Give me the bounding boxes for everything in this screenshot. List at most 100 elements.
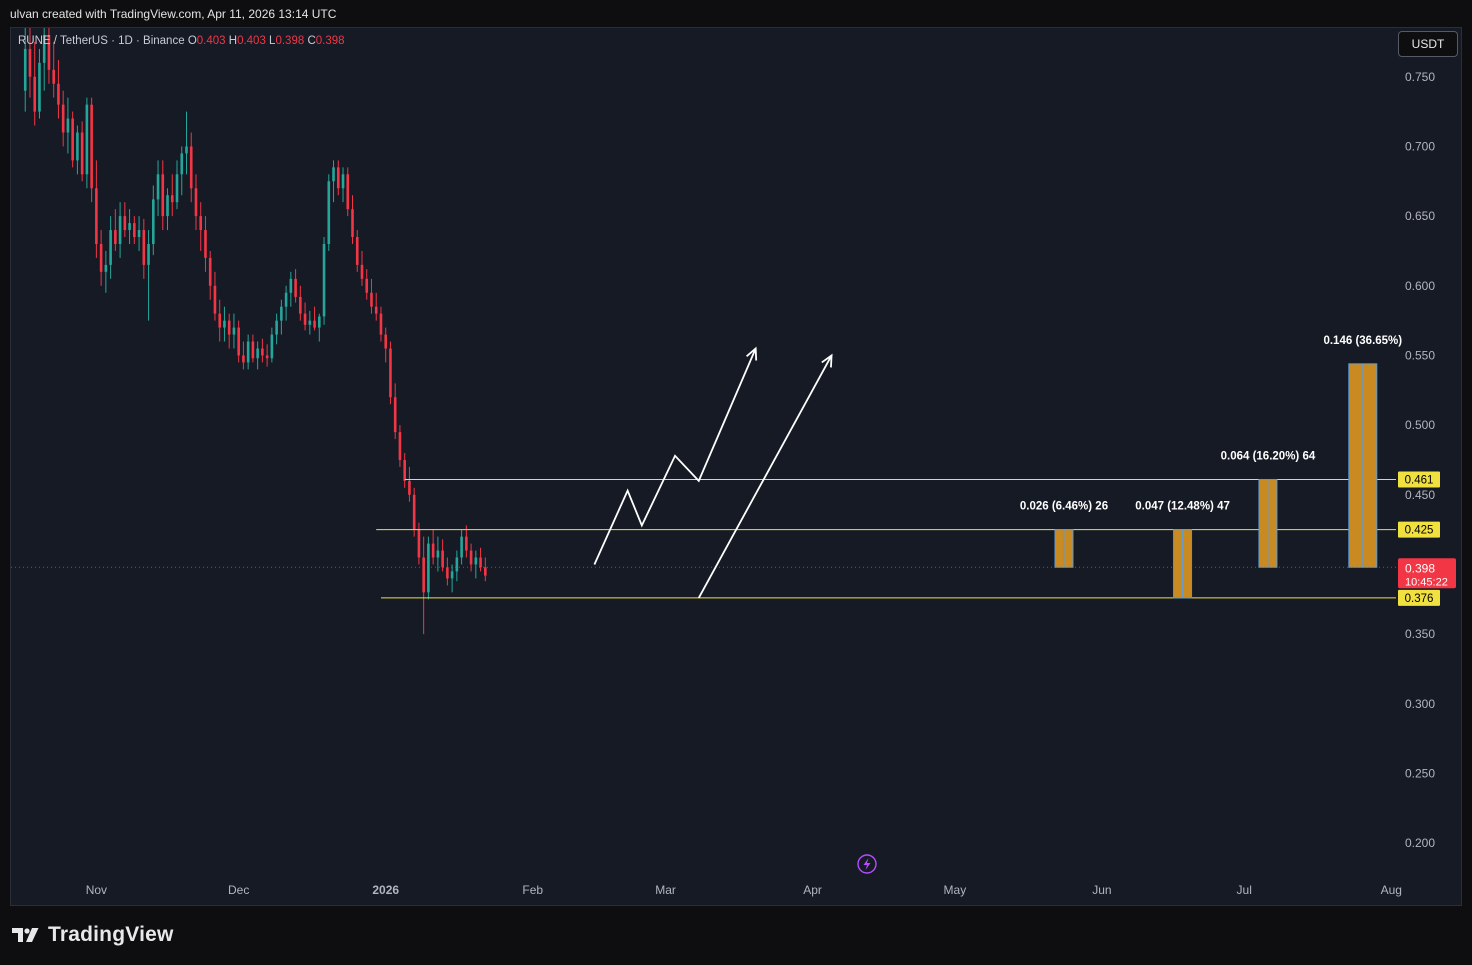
candle-body[interactable] bbox=[23, 48, 27, 91]
candle-body[interactable] bbox=[66, 118, 70, 133]
candle-body[interactable] bbox=[232, 327, 236, 335]
candle-body[interactable] bbox=[346, 174, 350, 210]
candle-body[interactable] bbox=[422, 557, 425, 593]
candle-body[interactable] bbox=[441, 550, 444, 568]
candle-body[interactable] bbox=[161, 174, 165, 217]
candle-body[interactable] bbox=[104, 264, 108, 272]
candle-body[interactable] bbox=[322, 243, 326, 317]
candle-body[interactable] bbox=[189, 146, 193, 189]
candle-body[interactable] bbox=[213, 285, 217, 314]
candle-body[interactable] bbox=[256, 348, 259, 359]
candle-body[interactable] bbox=[351, 209, 354, 238]
candle-body[interactable] bbox=[133, 223, 136, 238]
candle-body[interactable] bbox=[242, 355, 245, 363]
candle-body[interactable] bbox=[318, 316, 321, 328]
candle-body[interactable] bbox=[185, 146, 188, 154]
candle-body[interactable] bbox=[431, 543, 435, 558]
currency-button[interactable]: USDT bbox=[1398, 31, 1458, 57]
candle-body[interactable] bbox=[450, 571, 454, 579]
candle-body[interactable] bbox=[175, 174, 179, 203]
candle-body[interactable] bbox=[204, 230, 207, 258]
candle-body[interactable] bbox=[208, 257, 212, 286]
candle-body[interactable] bbox=[355, 237, 359, 265]
candle-body[interactable] bbox=[95, 188, 98, 244]
candle-body[interactable] bbox=[299, 296, 302, 314]
candle-body[interactable] bbox=[270, 334, 274, 359]
candle-body[interactable] bbox=[218, 313, 222, 328]
candle-body[interactable] bbox=[90, 104, 93, 189]
candle-body[interactable] bbox=[166, 195, 169, 217]
candle-body[interactable] bbox=[389, 348, 392, 398]
candle-body[interactable] bbox=[393, 397, 397, 433]
candle-body[interactable] bbox=[275, 320, 278, 335]
candle-body[interactable] bbox=[261, 348, 264, 356]
candle-body[interactable] bbox=[412, 494, 416, 530]
candle-body[interactable] bbox=[156, 174, 160, 200]
candle-body[interactable] bbox=[142, 230, 146, 265]
candle-body[interactable] bbox=[398, 432, 402, 460]
candle-body[interactable] bbox=[474, 557, 478, 565]
candle-body[interactable] bbox=[469, 550, 473, 565]
candle-body[interactable] bbox=[303, 313, 307, 325]
candle-body[interactable] bbox=[246, 341, 250, 363]
candle-body[interactable] bbox=[76, 132, 79, 161]
candle-body[interactable] bbox=[180, 153, 184, 175]
candle-body[interactable] bbox=[455, 557, 459, 572]
symbol-name[interactable]: RUNE / TetherUS · 1D · Binance bbox=[18, 35, 185, 47]
candle-body[interactable] bbox=[484, 567, 487, 576]
candle-body[interactable] bbox=[365, 278, 369, 293]
candle-body[interactable] bbox=[446, 567, 449, 579]
candle-body[interactable] bbox=[123, 216, 127, 231]
candle-body[interactable] bbox=[280, 306, 283, 321]
candle-body[interactable] bbox=[460, 536, 463, 558]
candle-body[interactable] bbox=[384, 334, 388, 349]
candle-body[interactable] bbox=[408, 480, 411, 495]
candle-body[interactable] bbox=[99, 243, 103, 272]
candle-body[interactable] bbox=[85, 104, 89, 175]
candle-body[interactable] bbox=[57, 83, 60, 105]
candle-body[interactable] bbox=[284, 292, 288, 307]
candle-body[interactable] bbox=[42, 34, 46, 63]
candle-body[interactable] bbox=[128, 223, 131, 231]
candle-body[interactable] bbox=[465, 536, 468, 551]
candle-body[interactable] bbox=[294, 278, 297, 297]
candle-body[interactable] bbox=[374, 306, 378, 314]
candle-body[interactable] bbox=[436, 550, 440, 558]
candle-body[interactable] bbox=[427, 543, 430, 593]
candle-body[interactable] bbox=[237, 327, 240, 356]
candle-body[interactable] bbox=[61, 104, 65, 133]
candle-body[interactable] bbox=[417, 529, 421, 558]
tradingview-brand[interactable]: TradingView bbox=[12, 923, 174, 947]
candle-body[interactable] bbox=[313, 320, 316, 328]
candle-body[interactable] bbox=[38, 62, 41, 112]
candle-body[interactable] bbox=[137, 230, 141, 238]
candle-body[interactable] bbox=[199, 216, 203, 231]
candle-body[interactable] bbox=[327, 181, 331, 244]
candle-body[interactable] bbox=[332, 167, 335, 182]
candle-body[interactable] bbox=[28, 48, 32, 77]
candle-body[interactable] bbox=[114, 230, 117, 244]
candle-body[interactable] bbox=[289, 278, 293, 293]
candle-body[interactable] bbox=[151, 199, 155, 244]
candle-body[interactable] bbox=[251, 341, 255, 359]
candle-body[interactable] bbox=[118, 216, 122, 244]
candle-body[interactable] bbox=[379, 313, 383, 335]
candle-body[interactable] bbox=[265, 355, 269, 359]
candle-body[interactable] bbox=[71, 118, 74, 161]
candle-body[interactable] bbox=[194, 188, 198, 217]
candle-body[interactable] bbox=[52, 69, 55, 84]
chart-frame[interactable] bbox=[10, 27, 1462, 906]
candle-body[interactable] bbox=[341, 174, 345, 189]
candle-body[interactable] bbox=[170, 195, 174, 203]
candle-body[interactable] bbox=[370, 292, 373, 307]
candle-body[interactable] bbox=[80, 132, 84, 175]
candle-body[interactable] bbox=[336, 167, 340, 189]
candle-body[interactable] bbox=[308, 320, 312, 325]
candle-body[interactable] bbox=[479, 557, 482, 568]
candle-body[interactable] bbox=[33, 76, 37, 112]
candle-body[interactable] bbox=[227, 320, 231, 335]
candle-body[interactable] bbox=[47, 34, 51, 70]
candle-body[interactable] bbox=[360, 264, 364, 279]
candle-body[interactable] bbox=[403, 459, 406, 481]
